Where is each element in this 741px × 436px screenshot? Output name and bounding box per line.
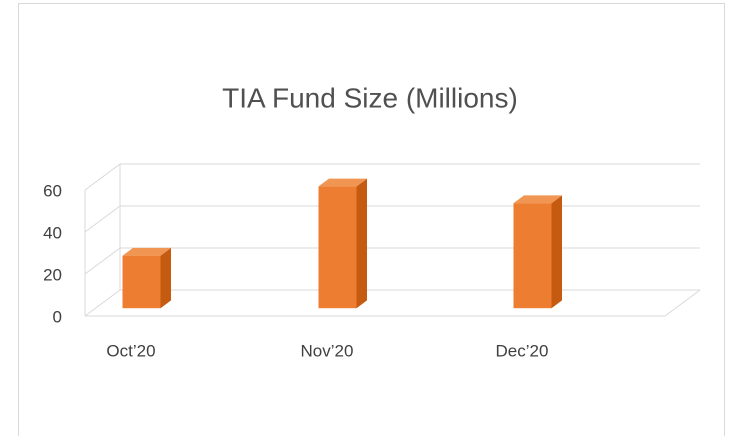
bar [122, 255, 161, 309]
y-tick-label: 60 [43, 181, 62, 200]
bar-top [122, 247, 171, 256]
grid-line [84, 205, 121, 233]
bar-top [318, 178, 367, 187]
grid-line [84, 247, 121, 275]
x-tick-label: Oct’20 [106, 341, 155, 360]
x-tick-label: Dec’20 [496, 341, 549, 360]
chart-title: TIA Fund Size (Millions) [222, 82, 518, 113]
y-tick-label: 20 [43, 265, 62, 284]
chart-frame [18, 3, 725, 436]
bar-side [356, 178, 367, 309]
y-tick-label: 40 [43, 223, 62, 242]
grid-line [84, 289, 121, 317]
bar-top [513, 195, 562, 204]
grid-line [84, 163, 121, 191]
x-tick-label: Nov’20 [301, 341, 354, 360]
bar-side [160, 247, 171, 309]
floor-edge [664, 289, 701, 317]
bar [513, 203, 552, 309]
y-tick-label: 0 [53, 307, 62, 326]
bar-side [551, 195, 562, 309]
bar [318, 186, 357, 309]
